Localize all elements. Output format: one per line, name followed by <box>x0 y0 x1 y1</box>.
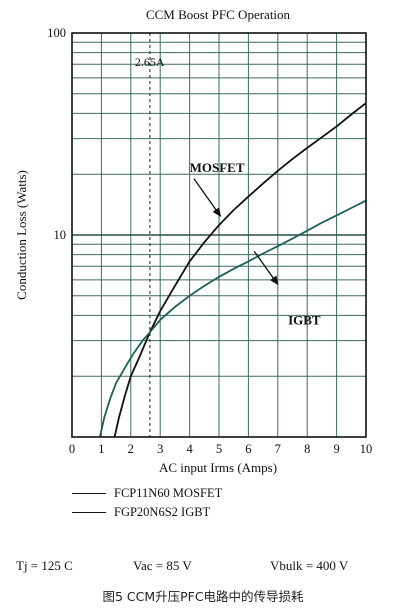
x-tick-label: 3 <box>157 442 163 456</box>
legend-line-mosfet <box>72 493 106 494</box>
x-axis-label: AC input Irms (Amps) <box>159 460 277 475</box>
annotation-label-mosfet: MOSFET <box>190 160 245 175</box>
plot-frame <box>71 32 367 438</box>
condition-tj: Tj = 125 C <box>16 558 73 573</box>
y-tick-label: 100 <box>47 26 66 40</box>
chart-title: CCM Boost PFC Operation <box>146 7 291 22</box>
conduction-loss-chart: CCM Boost PFC Operation 2.65A MOSFET IGBT… <box>14 7 372 475</box>
y-axis-label: Conduction Loss (Watts) <box>14 170 29 300</box>
condition-vac: Vac = 85 V <box>133 558 192 573</box>
annotation-arrow-mosfet <box>193 178 222 217</box>
reference-line-label: 2.65A <box>135 55 165 69</box>
series-layer <box>99 102 367 438</box>
annotation-arrow-igbt <box>253 250 279 286</box>
series-line-mosfet <box>113 102 367 438</box>
figure-caption: 图5 CCM升压PFC电路中的传导损耗 <box>102 589 304 604</box>
series-line-igbt <box>99 199 367 438</box>
legend-line-igbt <box>72 512 106 513</box>
x-tick-label: 10 <box>360 442 373 456</box>
legend-item-mosfet: FCP11N60 MOSFET <box>70 486 370 500</box>
annotation-layer: MOSFET IGBT <box>190 160 321 328</box>
grid-lines <box>72 33 366 437</box>
x-tick-label: 4 <box>186 442 193 456</box>
y-tick-label: 10 <box>54 228 67 242</box>
condition-vbulk: Vbulk = 400 V <box>270 558 349 573</box>
x-tick-label: 6 <box>245 442 251 456</box>
x-tick-label: 1 <box>98 442 104 456</box>
x-tick-labels: 0 1 2 3 4 5 6 7 8 9 10 <box>69 442 372 456</box>
x-tick-label: 0 <box>69 442 75 456</box>
annotation-label-igbt: IGBT <box>288 313 321 328</box>
legend-label-igbt: FGP20N6S2 IGBT <box>114 505 211 519</box>
legend-item-igbt: FGP20N6S2 IGBT <box>70 505 370 519</box>
legend-label-mosfet: FCP11N60 MOSFET <box>114 486 223 500</box>
x-tick-label: 8 <box>304 442 310 456</box>
x-tick-label: 7 <box>275 442 281 456</box>
y-tick-labels: 10 100 <box>47 26 66 242</box>
x-tick-label: 5 <box>216 442 222 456</box>
x-tick-label: 9 <box>333 442 339 456</box>
x-tick-label: 2 <box>128 442 134 456</box>
